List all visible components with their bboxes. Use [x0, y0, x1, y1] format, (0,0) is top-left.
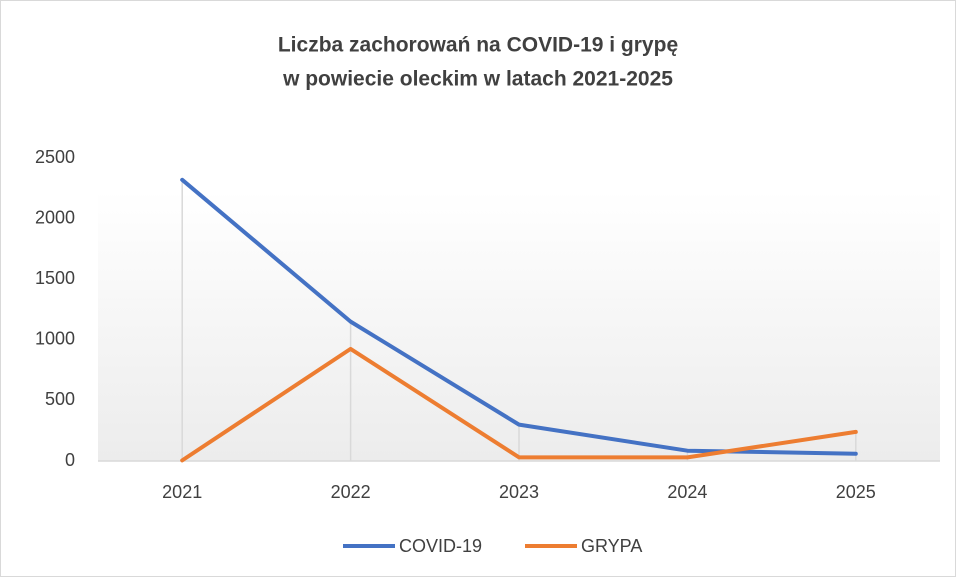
y-tick-label: 1500: [35, 268, 75, 288]
x-tick-label: 2022: [331, 482, 371, 502]
y-tick-label: 2500: [35, 147, 75, 167]
series-line: [180, 177, 858, 456]
x-tick-label: 2021: [162, 482, 202, 502]
x-tick-label: 2024: [667, 482, 707, 502]
series-line: [180, 346, 858, 463]
y-tick-label: 1000: [35, 329, 75, 349]
x-tick-label: 2023: [499, 482, 539, 502]
x-tick-label: 2025: [836, 482, 876, 502]
chart-title: Liczba zachorowań na COVID-19 i grypę: [278, 34, 678, 57]
legend-label: GRYPA: [581, 536, 642, 556]
y-tick-label: 2000: [35, 207, 75, 227]
y-tick-label: 0: [65, 450, 75, 470]
plot-background: [98, 190, 940, 461]
y-tick-label: 500: [45, 389, 75, 409]
legend-label: COVID-19: [399, 536, 482, 556]
chart-title: w powiecie oleckim w latach 2021-2025: [282, 68, 673, 91]
